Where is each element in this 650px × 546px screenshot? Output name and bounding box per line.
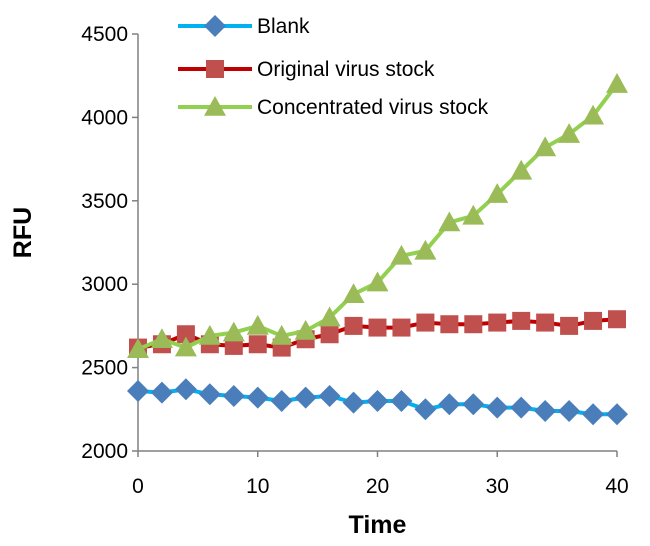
legend-swatch-marker <box>206 60 224 78</box>
legend-item-original-virus-stock: Original virus stock <box>178 58 435 81</box>
data-point-original-virus-stock <box>416 313 435 332</box>
data-point-blank <box>127 379 149 402</box>
data-point-concentrated-virus-stock <box>294 319 317 340</box>
y-tick-label: 4000 <box>81 106 128 129</box>
series-layer <box>127 73 628 426</box>
data-point-blank <box>150 381 173 404</box>
data-point-blank <box>414 398 437 421</box>
data-point-concentrated-virus-stock <box>510 159 533 180</box>
data-point-concentrated-virus-stock <box>438 211 461 232</box>
data-point-concentrated-virus-stock <box>390 244 413 265</box>
y-tick-label: 3500 <box>81 190 128 213</box>
data-point-blank <box>438 393 461 416</box>
y-ticks: 2000 2500 3000 3500 4000 4500 <box>81 23 138 463</box>
series-original-virus-stock <box>129 310 626 357</box>
legend: Blank Original virus stock Concentrated vi… <box>178 15 489 119</box>
data-point-blank <box>606 403 628 426</box>
data-point-concentrated-virus-stock <box>198 324 221 345</box>
data-point-original-virus-stock <box>488 313 507 332</box>
data-point-original-virus-stock <box>344 316 363 335</box>
data-point-concentrated-virus-stock <box>222 321 245 342</box>
data-point-original-virus-stock <box>392 318 411 337</box>
data-point-original-virus-stock <box>512 311 531 330</box>
x-tick-label: 0 <box>132 475 144 498</box>
legend-label: Concentrated virus stock <box>257 96 489 119</box>
data-point-concentrated-virus-stock <box>270 324 293 345</box>
y-axis-title: RFU <box>9 207 37 258</box>
data-point-blank <box>366 389 389 412</box>
data-point-concentrated-virus-stock <box>534 136 557 157</box>
legend-item-concentrated-virus-stock: Concentrated virus stock <box>178 96 489 119</box>
data-point-concentrated-virus-stock <box>246 314 269 335</box>
data-point-original-virus-stock <box>560 316 579 335</box>
data-point-blank <box>222 384 245 407</box>
data-point-blank <box>270 389 293 412</box>
x-tick-label: 20 <box>366 475 389 498</box>
x-tick-label: 40 <box>605 475 628 498</box>
data-point-blank <box>246 386 269 409</box>
data-point-concentrated-virus-stock <box>127 338 149 359</box>
data-point-original-virus-stock <box>608 310 626 329</box>
legend-item-blank: Blank <box>178 15 310 38</box>
data-point-blank <box>486 396 509 419</box>
data-point-concentrated-virus-stock <box>582 104 605 125</box>
data-point-original-virus-stock <box>368 318 387 337</box>
data-point-blank <box>318 384 341 407</box>
x-ticks: 0 10 20 30 40 <box>132 451 629 498</box>
x-tick-label: 10 <box>246 475 269 498</box>
data-point-original-virus-stock <box>224 336 243 355</box>
data-point-blank <box>582 403 605 426</box>
data-point-blank <box>342 391 365 414</box>
y-tick-label: 4500 <box>81 23 128 46</box>
legend-label: Original virus stock <box>257 58 435 81</box>
data-point-concentrated-virus-stock <box>318 306 341 327</box>
data-point-original-virus-stock <box>320 325 339 344</box>
data-point-concentrated-virus-stock <box>342 283 365 304</box>
data-point-blank <box>198 383 221 406</box>
data-point-original-virus-stock <box>248 335 267 354</box>
data-point-original-virus-stock <box>464 315 483 334</box>
data-point-original-virus-stock <box>176 325 195 344</box>
data-point-concentrated-virus-stock <box>462 204 485 225</box>
series-line-concentrated-virus-stock <box>137 82 619 352</box>
data-point-concentrated-virus-stock <box>486 183 509 203</box>
data-point-concentrated-virus-stock <box>558 123 581 143</box>
data-point-original-virus-stock <box>440 315 459 334</box>
x-axis-title: Time <box>349 511 407 539</box>
y-tick-label: 3000 <box>81 273 128 296</box>
y-tick-label: 2500 <box>81 357 128 380</box>
x-tick-label: 30 <box>486 475 509 498</box>
legend-swatch-marker <box>204 15 226 37</box>
axes: 2000 2500 3000 3500 4000 4500 0 10 20 30 40 <box>81 23 628 498</box>
data-point-concentrated-virus-stock <box>606 73 628 93</box>
data-point-blank <box>510 396 533 419</box>
y-tick-label: 2000 <box>81 440 128 463</box>
data-point-concentrated-virus-stock <box>150 328 173 349</box>
data-point-blank <box>534 399 557 422</box>
data-point-blank <box>294 386 317 409</box>
data-point-concentrated-virus-stock <box>366 271 389 292</box>
data-point-blank <box>390 389 413 412</box>
legend-swatch-marker <box>204 96 226 116</box>
data-point-blank <box>174 378 197 401</box>
data-point-concentrated-virus-stock <box>174 336 197 357</box>
data-point-concentrated-virus-stock <box>414 239 437 260</box>
legend-label: Blank <box>257 15 310 38</box>
data-point-original-virus-stock <box>584 311 603 330</box>
series-concentrated-virus-stock <box>127 73 628 359</box>
data-point-blank <box>558 399 581 422</box>
data-point-blank <box>462 393 485 416</box>
data-point-original-virus-stock <box>536 313 555 332</box>
series-blank <box>127 378 628 426</box>
